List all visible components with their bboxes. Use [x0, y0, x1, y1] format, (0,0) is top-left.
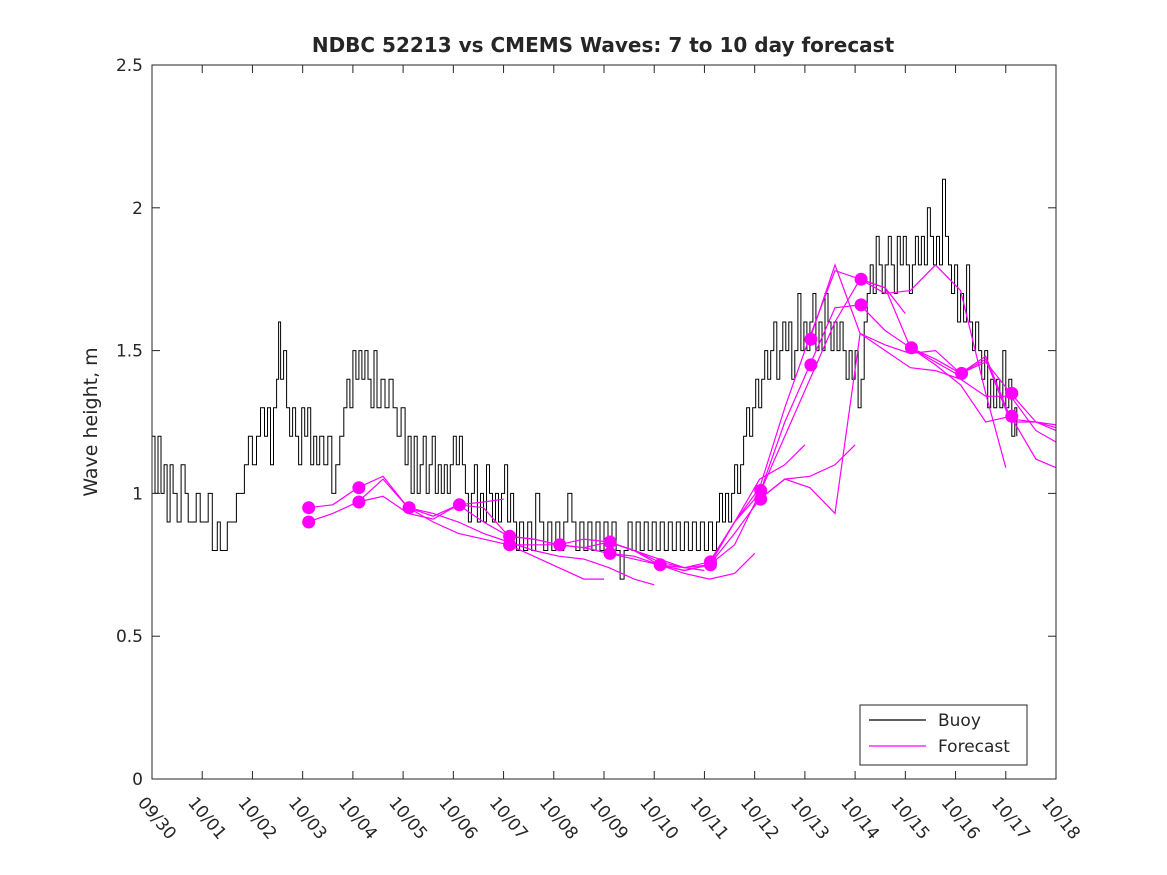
forecast-marker-17: [804, 332, 818, 346]
forecast-line-13: [859, 278, 1057, 469]
x-tick-label: 10/13: [786, 793, 833, 843]
legend-box: [859, 704, 1028, 766]
buoy-line: [152, 178, 1018, 580]
x-tick-label: 10/17: [987, 793, 1034, 843]
forecast-marker-23: [1005, 386, 1019, 400]
x-tick-label: 10/09: [585, 793, 632, 843]
x-tick-label: 10/03: [284, 793, 331, 843]
y-tick-label: 0.5: [116, 627, 143, 647]
forecast-marker-20: [854, 298, 868, 312]
x-tick-label: 10/12: [736, 793, 783, 843]
forecast-marker-4: [352, 495, 366, 509]
x-tick-label: 10/01: [183, 793, 230, 843]
x-tick-label: 10/05: [384, 793, 431, 843]
x-tick-label: 10/08: [535, 793, 582, 843]
buoy-series-group: [152, 178, 1018, 580]
forecast-marker-3: [352, 481, 366, 495]
forecast-marker-9: [553, 538, 567, 552]
forecast-marker-14: [704, 558, 717, 572]
forecast-marker-10: [603, 535, 617, 549]
legend: Buoy Forecast: [859, 704, 1028, 766]
x-tick-label: 10/04: [334, 793, 381, 843]
y-tick-label: 2.5: [116, 56, 143, 76]
x-tick-label: 10/16: [937, 793, 984, 843]
forecast-marker-16: [754, 492, 768, 506]
forecast-marker-2: [302, 515, 316, 529]
forecast-marker-11: [603, 546, 617, 560]
forecast-marker-6: [452, 498, 466, 512]
legend-label-buoy: Buoy: [938, 711, 981, 731]
forecast-marker-12: [653, 558, 667, 572]
forecast-marker-5: [402, 501, 416, 515]
forecast-marker-18: [804, 358, 818, 372]
y-tick-label: 0: [132, 770, 143, 790]
x-tick-label: 10/07: [485, 793, 532, 843]
x-tick-label: 10/02: [234, 793, 281, 843]
forecast-marker-19: [854, 272, 868, 286]
y-tick-label: 1: [132, 484, 143, 504]
forecast-marker-1: [302, 501, 316, 515]
y-tick-label: 2: [132, 199, 143, 219]
x-tick-label: 10/06: [434, 793, 481, 843]
x-tick-label: 10/15: [886, 793, 933, 843]
y-tick-label: 1.5: [116, 342, 143, 362]
forecast-marker-21: [904, 341, 918, 355]
x-tick-label: 10/18: [1037, 793, 1084, 843]
forecast-marker-22: [955, 366, 969, 380]
y-axis-label: Wave height, m: [80, 347, 102, 496]
forecast-line-12: [809, 263, 1057, 443]
forecast-marker-24: [1005, 409, 1019, 423]
x-tick-label: 10/14: [836, 793, 883, 843]
chart-title: NDBC 52213 vs CMEMS Waves: 7 to 10 day f…: [312, 33, 895, 57]
x-tick-label: 09/30: [133, 793, 180, 843]
legend-label-forecast: Forecast: [938, 737, 1010, 757]
forecast-marker-group: [302, 272, 1019, 572]
x-tick-label: 10/11: [686, 793, 733, 843]
x-tick-label: 10/10: [635, 793, 682, 843]
plot-area: [152, 65, 1056, 779]
forecast-marker-8: [503, 538, 517, 552]
